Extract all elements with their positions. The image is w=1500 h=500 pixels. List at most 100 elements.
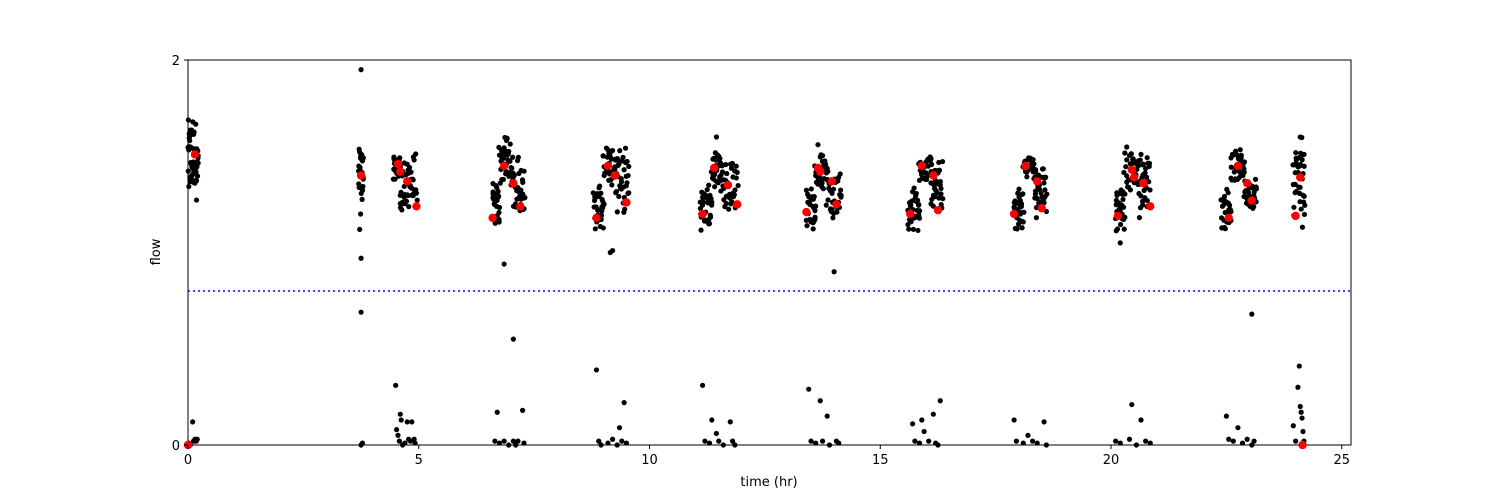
raw-point <box>186 183 192 190</box>
raw-point <box>510 154 516 160</box>
raw-point <box>829 190 835 196</box>
raw-point <box>592 226 598 232</box>
mean-point <box>516 202 525 211</box>
raw-point <box>1030 156 1036 163</box>
mean-point <box>816 167 825 176</box>
raw-point <box>609 182 615 188</box>
raw-point <box>187 138 193 144</box>
raw-point <box>938 191 944 197</box>
raw-point <box>619 438 625 444</box>
raw-point <box>194 436 200 442</box>
raw-point <box>831 269 837 275</box>
raw-point <box>1251 438 1257 444</box>
raw-point <box>500 155 507 161</box>
raw-point <box>1147 440 1153 446</box>
raw-point <box>723 161 729 168</box>
raw-point <box>702 438 708 444</box>
raw-point <box>1014 226 1020 232</box>
raw-point <box>1024 174 1030 180</box>
x-tick-label: 5 <box>415 453 423 468</box>
raw-point <box>808 438 814 444</box>
raw-point <box>1042 187 1048 193</box>
raw-point <box>708 214 714 220</box>
raw-point <box>1013 438 1020 444</box>
raw-point <box>812 214 818 220</box>
raw-point <box>1031 161 1037 167</box>
raw-points-layer <box>185 67 1308 448</box>
raw-point <box>1034 440 1040 446</box>
raw-point <box>510 336 516 342</box>
raw-point <box>1018 203 1025 210</box>
raw-point <box>926 438 932 444</box>
raw-point <box>408 169 414 175</box>
raw-point <box>1033 167 1039 173</box>
raw-point <box>830 186 837 192</box>
raw-point <box>620 154 626 160</box>
axis-ticks: 0 5 10 15 20 25 0 2 <box>172 54 1350 468</box>
raw-point <box>1044 191 1050 197</box>
raw-point <box>913 190 919 197</box>
raw-point <box>1301 151 1307 157</box>
raw-point <box>712 184 718 190</box>
raw-point <box>405 192 411 199</box>
raw-point <box>625 172 631 179</box>
raw-point <box>699 382 706 388</box>
raw-point <box>713 430 720 437</box>
raw-point <box>500 176 506 183</box>
raw-point <box>910 226 916 232</box>
mean-point <box>1296 173 1305 182</box>
raw-point <box>1301 211 1308 218</box>
raw-point <box>916 201 922 208</box>
mean-point <box>499 161 509 171</box>
mean-point <box>393 159 403 169</box>
raw-point <box>1041 419 1047 425</box>
raw-point <box>940 196 946 202</box>
raw-point <box>506 442 512 448</box>
raw-point <box>615 157 621 163</box>
raw-point <box>1241 159 1248 165</box>
raw-point <box>1143 438 1149 444</box>
raw-point <box>397 411 403 417</box>
raw-point <box>496 193 502 199</box>
raw-point <box>605 440 611 446</box>
raw-point <box>360 183 366 190</box>
raw-point <box>403 198 410 204</box>
raw-point <box>716 438 722 444</box>
raw-point <box>915 227 921 234</box>
raw-point <box>411 157 417 163</box>
raw-point <box>1138 193 1144 199</box>
raw-point <box>1019 225 1025 231</box>
y-tick-label: 2 <box>172 54 180 69</box>
raw-point <box>357 165 363 171</box>
raw-point <box>622 145 629 151</box>
mean-point <box>1037 204 1046 213</box>
raw-point <box>614 442 620 448</box>
raw-point <box>509 165 515 171</box>
raw-point <box>1293 150 1299 156</box>
raw-point <box>510 438 516 444</box>
raw-point <box>359 440 366 446</box>
mean-point <box>929 171 938 180</box>
raw-point <box>507 158 513 164</box>
raw-point <box>938 201 944 208</box>
mean-point <box>723 180 733 190</box>
raw-point <box>522 195 528 201</box>
raw-point <box>1290 423 1296 429</box>
raw-point <box>1126 436 1133 442</box>
raw-point <box>404 419 410 425</box>
raw-point <box>706 440 713 446</box>
raw-point <box>1011 417 1017 423</box>
raw-point <box>1230 438 1236 444</box>
raw-point <box>1291 204 1297 210</box>
raw-point <box>724 171 730 177</box>
mean-point <box>396 167 405 176</box>
raw-point <box>602 170 608 176</box>
raw-point <box>494 409 500 415</box>
raw-point <box>359 187 366 193</box>
raw-point <box>916 208 923 214</box>
x-tick-label: 0 <box>184 453 192 468</box>
raw-point <box>912 438 918 444</box>
raw-point <box>496 204 503 211</box>
raw-point <box>729 199 735 205</box>
raw-point <box>1222 226 1228 232</box>
